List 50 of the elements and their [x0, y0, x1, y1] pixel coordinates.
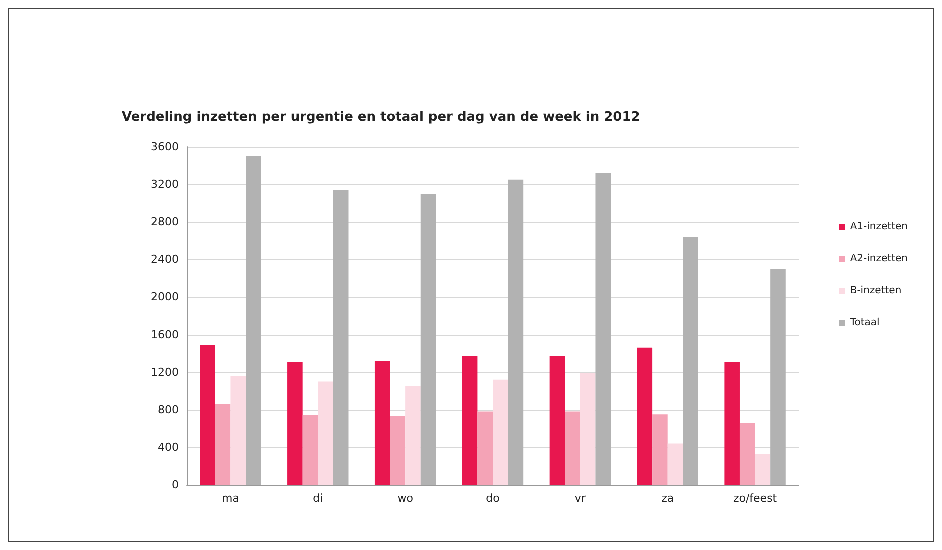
bar — [770, 269, 786, 485]
bar — [478, 412, 493, 485]
chart-title: Verdeling inzetten per urgentie en totaal per dag van de week in 2012 — [122, 110, 640, 125]
bar — [493, 380, 508, 485]
x-tick-label: di — [313, 492, 324, 505]
bar — [374, 361, 390, 485]
y-tick-label: 1200 — [151, 366, 179, 379]
y-tick-label: 3600 — [151, 140, 179, 154]
y-tick-label: 2800 — [151, 216, 179, 229]
x-tick-label: wo — [398, 492, 414, 505]
bar — [637, 348, 653, 485]
legend-label: A1-inzetten — [850, 222, 908, 232]
bar — [462, 356, 478, 485]
x-tick-label: zo/feest — [733, 492, 778, 505]
bar — [755, 454, 771, 485]
y-tick-label: 0 — [172, 478, 179, 492]
bar — [724, 362, 740, 485]
bar — [508, 180, 524, 485]
x-tick-label: za — [662, 492, 674, 505]
y-tick-label: 2000 — [151, 290, 179, 304]
bar — [668, 444, 684, 485]
legend-label: Totaal — [849, 318, 880, 328]
bar — [390, 416, 406, 485]
bar — [318, 382, 334, 485]
bar — [230, 376, 246, 485]
y-tick-label: 2400 — [151, 253, 179, 266]
bar — [740, 423, 756, 485]
legend-label: B-inzetten — [850, 286, 902, 296]
bar — [215, 404, 231, 485]
y-tick-label: 400 — [158, 440, 179, 454]
bar — [683, 237, 698, 485]
bar — [333, 190, 349, 485]
bar — [302, 416, 318, 485]
x-tick-label: ma — [222, 492, 240, 505]
bar — [596, 173, 612, 485]
x-tick-label: do — [486, 492, 500, 505]
bar — [565, 412, 580, 485]
bar — [406, 386, 421, 485]
bar — [652, 414, 668, 485]
legend-label: A2-inzetten — [850, 254, 908, 264]
bar — [246, 156, 262, 485]
y-tick-label: 800 — [158, 403, 179, 416]
y-tick-label: 1600 — [151, 328, 179, 342]
bar — [580, 373, 596, 485]
bar — [288, 362, 303, 485]
bar — [200, 345, 216, 485]
bar — [420, 194, 436, 485]
bar — [550, 356, 566, 485]
x-tick-label: vr — [574, 492, 586, 505]
y-tick-label: 3200 — [151, 178, 179, 192]
